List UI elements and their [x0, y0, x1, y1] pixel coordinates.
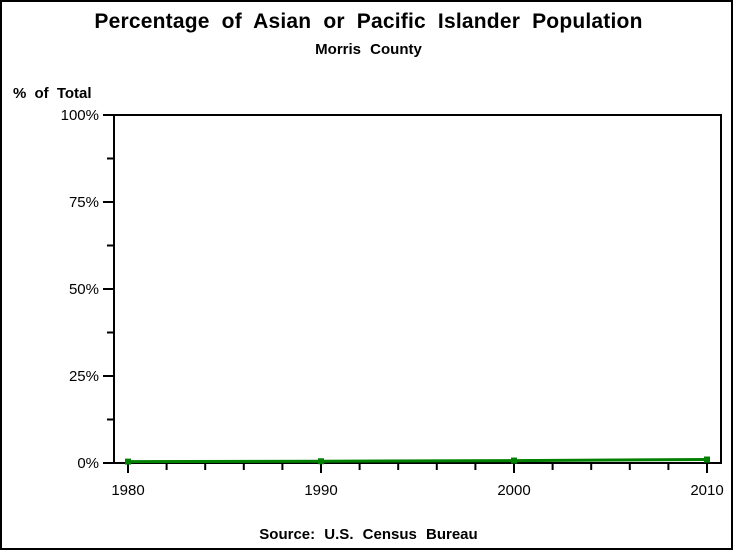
chart-title: Percentage of Asian or Pacific Islander …: [94, 10, 643, 33]
y-axis-tick-label: 0%: [77, 455, 99, 472]
y-axis-tick-label: 75%: [69, 194, 99, 211]
x-axis-tick-label: 1990: [304, 482, 337, 499]
x-axis-tick-label: 1980: [111, 482, 144, 499]
data-line: [127, 458, 708, 464]
x-axis-tick-label: 2000: [497, 482, 530, 499]
data-point-marker: [318, 458, 324, 465]
chart-subtitle: Morris County: [315, 41, 422, 58]
y-axis-tick-label: 50%: [69, 281, 99, 298]
source-note: Source: U.S. Census Bureau: [259, 526, 478, 543]
data-point-marker: [704, 456, 710, 463]
y-axis-tick-label: 25%: [69, 368, 99, 385]
x-axis-tick-label: 2010: [690, 482, 723, 499]
y-axis-title: % of Total: [13, 85, 92, 102]
y-axis-tick-label: 100%: [61, 107, 99, 124]
plot-frame: [113, 114, 722, 464]
data-point-marker: [125, 458, 131, 465]
data-point-marker: [511, 457, 517, 464]
